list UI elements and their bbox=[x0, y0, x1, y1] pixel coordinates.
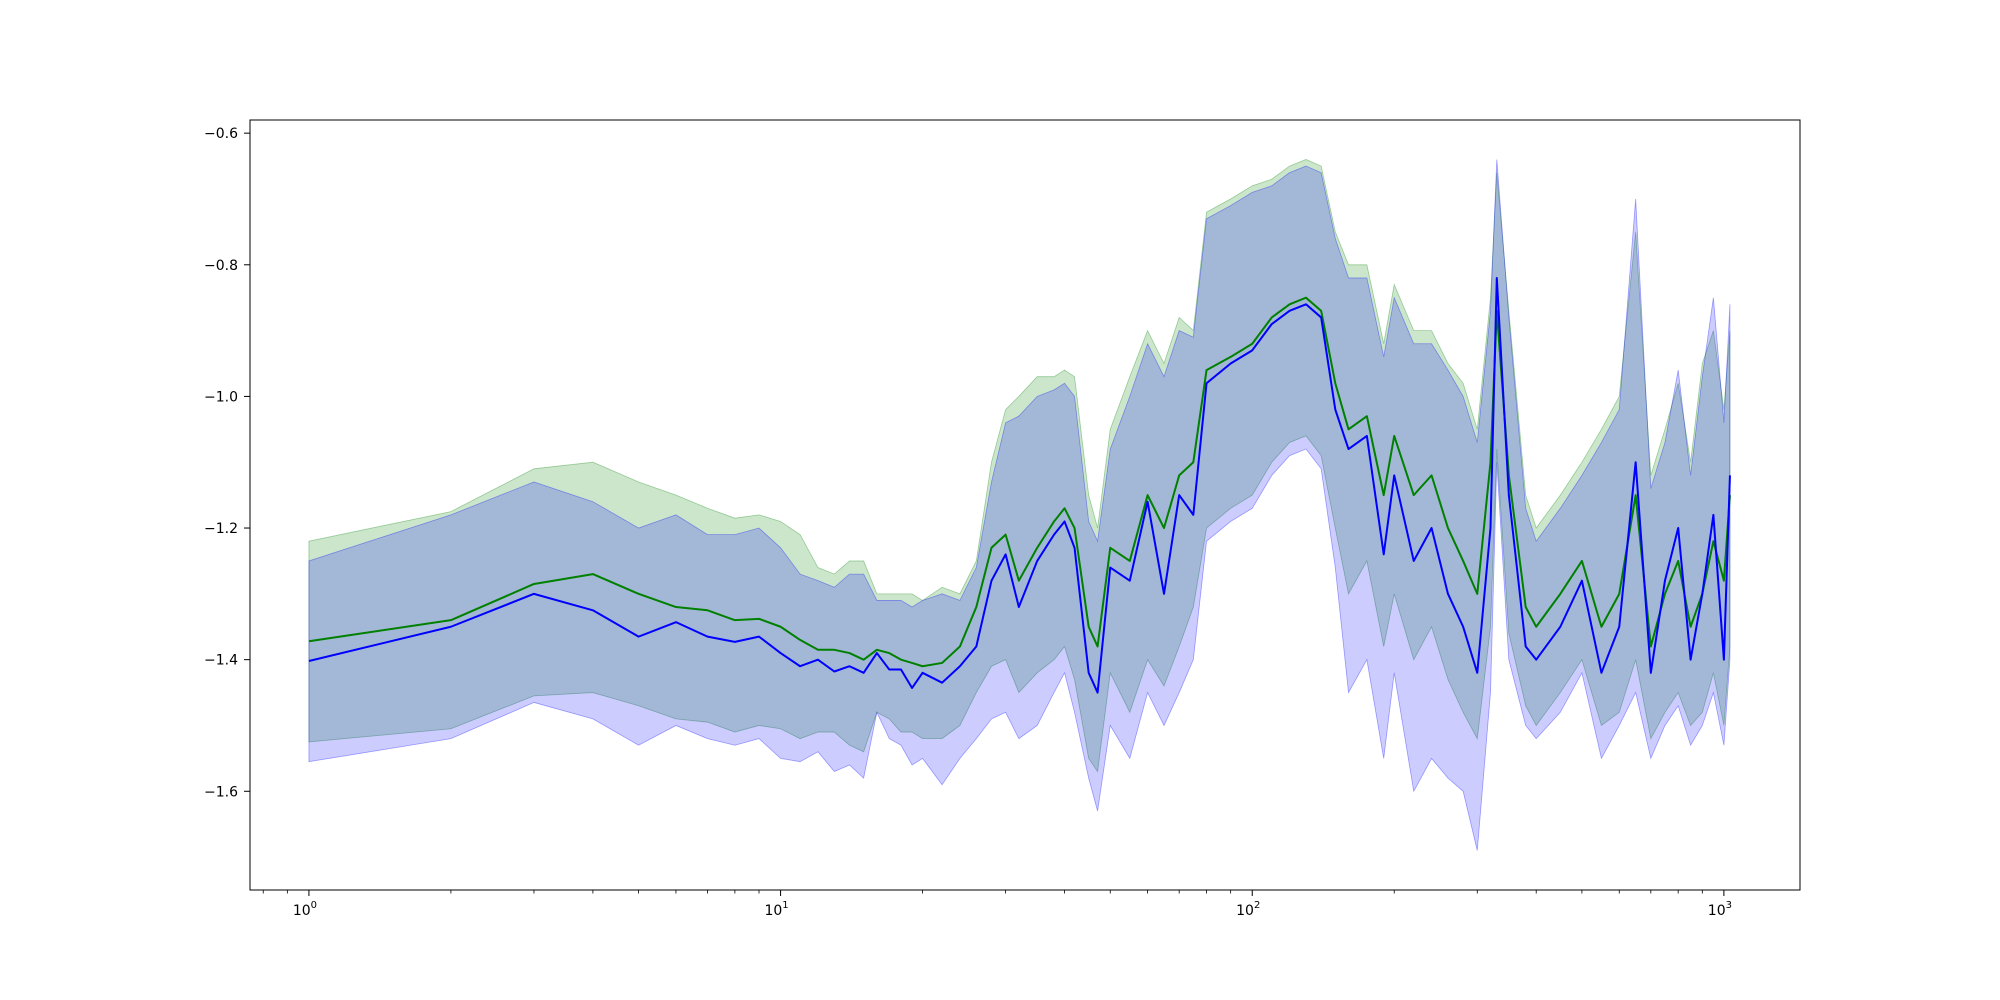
series-2-band bbox=[308, 159, 1731, 851]
x-tick-label: 102 bbox=[1236, 900, 1260, 919]
x-tick-label: 100 bbox=[293, 900, 317, 919]
x-tick-label: 101 bbox=[764, 900, 788, 919]
series-1-line bbox=[308, 296, 1731, 668]
series-2-line bbox=[308, 276, 1731, 694]
series-1-band bbox=[308, 159, 1731, 773]
axis-tick-labels: −0.6 −0.8 −1.0 −1.2 −1.4 −1.6 100 101 102 103 bbox=[204, 126, 1732, 919]
y-tick-label: −1.2 bbox=[204, 521, 238, 537]
y-tick-label: −1.4 bbox=[204, 653, 238, 669]
axis-ticks bbox=[244, 132, 1725, 896]
y-tick-label: −0.6 bbox=[204, 126, 238, 142]
y-tick-label: −1.6 bbox=[204, 784, 238, 800]
confidence-bands bbox=[308, 159, 1731, 851]
y-tick-label: −1.0 bbox=[204, 389, 238, 405]
x-tick-label: 103 bbox=[1708, 900, 1732, 919]
y-tick-label: −0.8 bbox=[204, 258, 238, 274]
series-lines bbox=[308, 276, 1731, 694]
plot-area-frame bbox=[249, 119, 1801, 891]
